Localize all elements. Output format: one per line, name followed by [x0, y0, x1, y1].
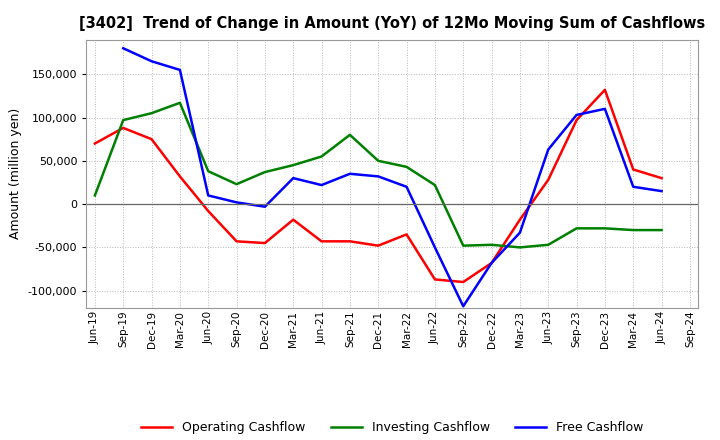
- Operating Cashflow: [629, 167, 637, 172]
- Operating Cashflow: [233, 238, 241, 244]
- Free Cashflow: [487, 260, 496, 266]
- Operating Cashflow: [459, 279, 467, 285]
- Investing Cashflow: [318, 154, 326, 159]
- Operating Cashflow: [572, 117, 581, 123]
- Operating Cashflow: [119, 125, 127, 131]
- Operating Cashflow: [91, 141, 99, 146]
- Investing Cashflow: [402, 164, 411, 169]
- Operating Cashflow: [204, 209, 212, 214]
- Line: Investing Cashflow: Investing Cashflow: [95, 103, 662, 247]
- Investing Cashflow: [261, 169, 269, 175]
- Free Cashflow: [431, 245, 439, 250]
- Free Cashflow: [629, 184, 637, 190]
- Investing Cashflow: [516, 245, 524, 250]
- Operating Cashflow: [516, 217, 524, 222]
- Operating Cashflow: [487, 260, 496, 266]
- Operating Cashflow: [402, 232, 411, 237]
- Investing Cashflow: [176, 100, 184, 106]
- Operating Cashflow: [261, 240, 269, 246]
- Operating Cashflow: [148, 136, 156, 142]
- Free Cashflow: [544, 147, 552, 152]
- Free Cashflow: [204, 193, 212, 198]
- Investing Cashflow: [374, 158, 382, 163]
- Free Cashflow: [374, 174, 382, 179]
- Operating Cashflow: [431, 277, 439, 282]
- Line: Free Cashflow: Free Cashflow: [123, 48, 662, 306]
- Free Cashflow: [402, 184, 411, 190]
- Investing Cashflow: [629, 227, 637, 233]
- Line: Operating Cashflow: Operating Cashflow: [95, 90, 662, 282]
- Operating Cashflow: [374, 243, 382, 248]
- Free Cashflow: [119, 46, 127, 51]
- Y-axis label: Amount (million yen): Amount (million yen): [9, 108, 22, 239]
- Free Cashflow: [459, 304, 467, 309]
- Free Cashflow: [600, 106, 609, 111]
- Free Cashflow: [318, 183, 326, 188]
- Investing Cashflow: [204, 169, 212, 174]
- Operating Cashflow: [600, 87, 609, 92]
- Investing Cashflow: [431, 183, 439, 188]
- Free Cashflow: [516, 230, 524, 235]
- Investing Cashflow: [572, 226, 581, 231]
- Investing Cashflow: [119, 117, 127, 123]
- Operating Cashflow: [346, 238, 354, 244]
- Operating Cashflow: [176, 174, 184, 179]
- Investing Cashflow: [657, 227, 666, 233]
- Free Cashflow: [261, 204, 269, 209]
- Operating Cashflow: [544, 177, 552, 183]
- Investing Cashflow: [459, 243, 467, 248]
- Free Cashflow: [572, 112, 581, 117]
- Free Cashflow: [176, 67, 184, 73]
- Title: [3402]  Trend of Change in Amount (YoY) of 12Mo Moving Sum of Cashflows: [3402] Trend of Change in Amount (YoY) o…: [79, 16, 706, 32]
- Investing Cashflow: [233, 182, 241, 187]
- Investing Cashflow: [148, 110, 156, 116]
- Investing Cashflow: [600, 226, 609, 231]
- Operating Cashflow: [289, 217, 297, 222]
- Investing Cashflow: [289, 162, 297, 168]
- Free Cashflow: [657, 188, 666, 194]
- Free Cashflow: [346, 171, 354, 176]
- Investing Cashflow: [346, 132, 354, 137]
- Legend: Operating Cashflow, Investing Cashflow, Free Cashflow: Operating Cashflow, Investing Cashflow, …: [136, 416, 649, 439]
- Investing Cashflow: [544, 242, 552, 247]
- Operating Cashflow: [318, 238, 326, 244]
- Investing Cashflow: [487, 242, 496, 247]
- Operating Cashflow: [657, 176, 666, 181]
- Free Cashflow: [148, 59, 156, 64]
- Free Cashflow: [233, 200, 241, 205]
- Investing Cashflow: [91, 193, 99, 198]
- Free Cashflow: [289, 176, 297, 181]
